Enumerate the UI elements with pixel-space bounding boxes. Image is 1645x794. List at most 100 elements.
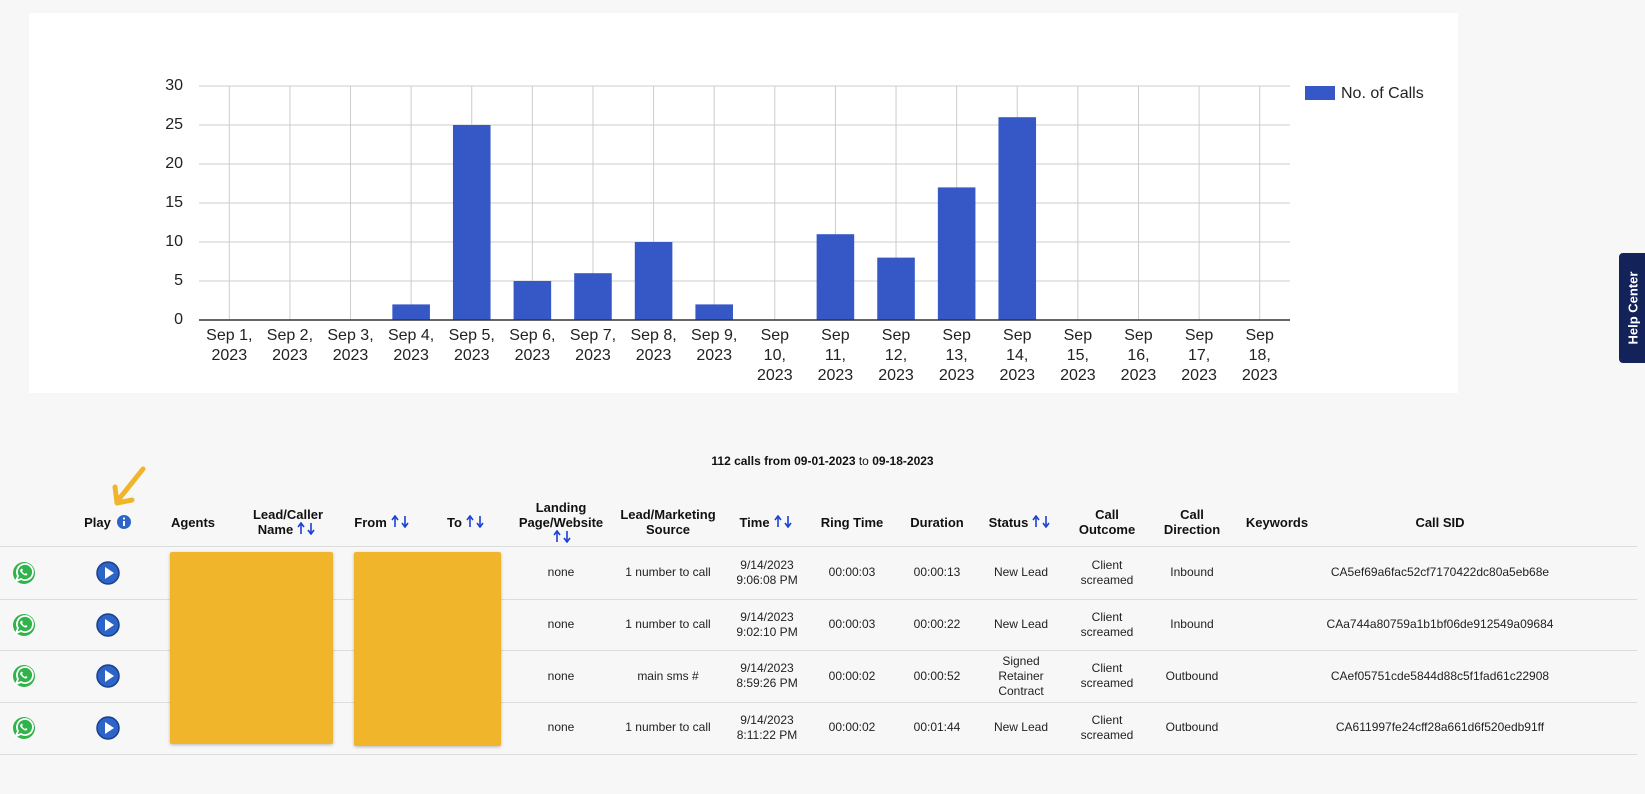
chart: 0 5 10 15 20 25 30 Sep 1, 2023 Sep 2, 2023 Sep 3,…	[165, 77, 1424, 384]
sort-arrow-head	[476, 522, 484, 528]
header-label: Keywords	[1245, 514, 1309, 530]
table-cell: Signed Retainer Contract	[985, 650, 1057, 702]
table-cell: 9/14/2023 9:02:10 PM	[726, 599, 808, 651]
x-tick-label: Sep 8, 2023	[630, 327, 677, 364]
sort-icon[interactable]	[465, 514, 487, 528]
whatsapp-icon[interactable]	[11, 663, 37, 689]
header-content: Lead/Marketing Source	[612, 507, 724, 537]
x-tick-slot: Sep 6, 2023	[509, 327, 555, 364]
table-cell: CA611997fe24cff28a661d6f520edb91ff	[1315, 702, 1565, 754]
play-button[interactable]	[95, 663, 121, 689]
header-content: Ring Time	[821, 515, 884, 530]
whatsapp-icon[interactable]	[11, 612, 37, 638]
table-cell: 00:00:03	[812, 599, 892, 651]
x-tick-slot: Sep 3, 2023	[327, 327, 373, 364]
table-cell: 00:01:44	[897, 702, 977, 754]
column-header: Agents	[153, 497, 233, 547]
pointer-arrow	[112, 466, 146, 506]
cell-text: Client screamed	[1080, 609, 1134, 639]
table-cell: 1 number to call	[612, 599, 724, 651]
column-header: Time	[726, 497, 808, 547]
y-tick-label: 25	[165, 116, 183, 133]
bar	[816, 234, 855, 320]
table-cell: Outbound	[1156, 702, 1228, 754]
bar	[574, 273, 612, 320]
whatsapp-icon[interactable]	[11, 560, 37, 586]
bar	[513, 281, 552, 320]
cell-text: CAef05751cde5844d88c5f1fad61c22908	[1330, 668, 1550, 683]
table-cell: New Lead	[985, 702, 1057, 754]
cell-text: New Lead	[993, 720, 1049, 735]
sort-arrow-head	[401, 522, 409, 528]
header-content: To	[447, 514, 487, 530]
y-tick-label: 20	[165, 155, 183, 172]
table-cell: New Lead	[985, 547, 1057, 599]
table-cell: 9/14/2023 8:11:22 PM	[726, 702, 808, 754]
cell-text: Inbound	[1170, 565, 1214, 580]
x-tick-label: Sep 12, 2023	[878, 327, 914, 384]
sort-arrow-head	[552, 529, 561, 535]
legend-swatch	[1305, 86, 1335, 100]
cell-text: 00:01:44	[913, 720, 961, 735]
header-content: Call Direction	[1156, 507, 1228, 537]
bar	[937, 187, 976, 320]
wa-phone	[20, 568, 28, 576]
header-content: Call SID	[1415, 515, 1464, 530]
x-tick-slot: Sep 5, 2023	[448, 327, 495, 364]
sort-arrow-head	[562, 537, 571, 543]
wa-bubble	[14, 718, 34, 738]
x-tick-label: Sep 14, 2023	[999, 327, 1036, 384]
sort-icon[interactable]	[296, 521, 318, 536]
play-button[interactable]	[95, 560, 121, 586]
table-cell: Client screamed	[1071, 702, 1143, 754]
sort-icon[interactable]	[552, 529, 574, 543]
wa-phone	[20, 671, 28, 679]
play-button[interactable]	[95, 715, 121, 741]
row-border	[0, 753, 1637, 755]
column-header: Ring Time	[812, 497, 892, 547]
cell-text: 9/14/2023 9:06:08 PM	[736, 557, 798, 587]
wa-bubble	[14, 666, 34, 686]
bar	[695, 304, 733, 320]
sort-arrow-head	[297, 521, 305, 528]
column-header: Play	[68, 497, 148, 547]
cell-text: none	[547, 720, 575, 735]
cell-text: Client screamed	[1080, 712, 1134, 742]
y-tick-label: 5	[174, 272, 183, 289]
cell-text: Client screamed	[1080, 661, 1134, 691]
cell-text: Client screamed	[1080, 557, 1134, 587]
header-label: Duration	[910, 514, 964, 530]
header-label: Call Direction	[1163, 507, 1221, 537]
header-label: Play	[84, 515, 111, 530]
sort-icon[interactable]	[773, 514, 795, 528]
header-label: Status	[988, 514, 1029, 530]
x-tick-label: Sep 13, 2023	[938, 327, 975, 384]
cell-text: 1 number to call	[625, 565, 711, 580]
header-label: Call SID	[1415, 514, 1465, 530]
header-content: Lead/Caller Name	[238, 507, 338, 537]
x-tick-label: Sep 17, 2023	[1181, 327, 1217, 384]
row-border	[0, 650, 1637, 652]
x-tick-label: Sep 1, 2023	[206, 327, 253, 364]
whatsapp-icon[interactable]	[11, 715, 37, 741]
cell-text: Outbound	[1165, 720, 1219, 735]
sort-icon[interactable]	[1031, 514, 1053, 528]
help-center-tab[interactable]: Help Center	[1619, 253, 1645, 363]
x-tick-label: Sep 16, 2023	[1120, 327, 1157, 384]
y-tick-label: 30	[165, 77, 183, 94]
wa-phone	[20, 723, 28, 731]
cell-text: 00:00:03	[828, 565, 876, 580]
y-tick-label: 10	[165, 233, 183, 250]
table-cell: 00:00:22	[897, 599, 977, 651]
x-tick-label: Sep 10, 2023	[757, 327, 793, 384]
cell-text: 00:00:52	[913, 668, 961, 683]
x-tick-slot: Sep 12, 2023	[878, 327, 914, 384]
play-button[interactable]	[95, 612, 121, 638]
x-tick-label: Sep 5, 2023	[448, 327, 495, 364]
sort-icon[interactable]	[390, 514, 412, 528]
play-triangle	[105, 721, 114, 734]
table-cell: Inbound	[1156, 547, 1228, 599]
bar	[998, 117, 1037, 320]
cell-text: CAa744a80759a1b1bf06de912549a09684	[1326, 617, 1554, 632]
column-header: Call Direction	[1156, 497, 1228, 547]
